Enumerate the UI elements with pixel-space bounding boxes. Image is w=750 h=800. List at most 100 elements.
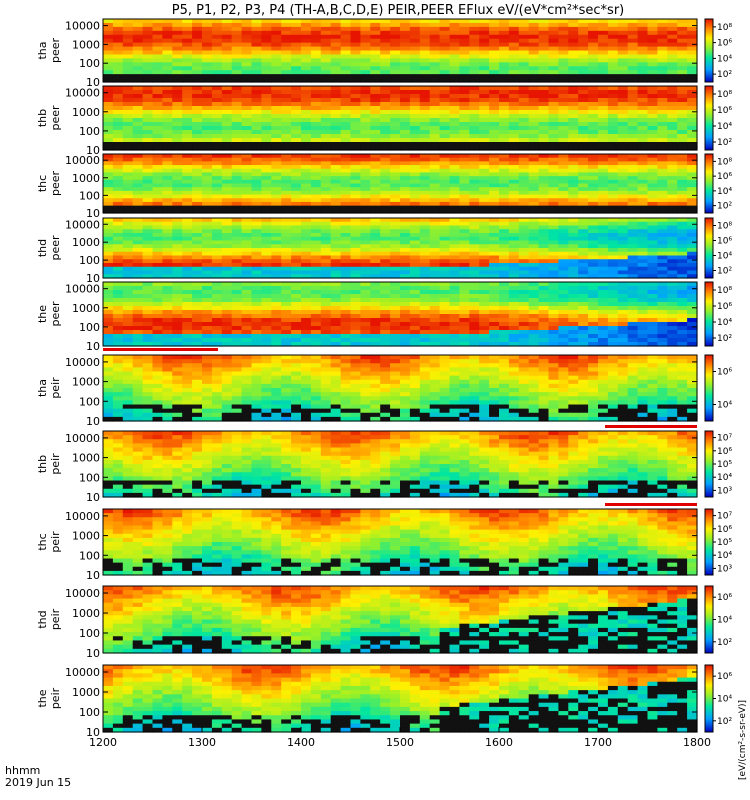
colorbar-tick-label: 10⁷ [717, 512, 732, 522]
panel-thc-peir: 10000 1000 100 10 thcpeir 10⁷ 10⁶ 10⁵ 10⁴ 10³ [36, 508, 732, 582]
date-label: 2019 Jun 15 [5, 776, 71, 789]
y-tick-label: 10000 [65, 432, 100, 445]
panel-frame [102, 85, 698, 151]
panel-frame [102, 354, 698, 422]
y-tick-label: 100 [79, 57, 100, 70]
colorbar-tick-label: 10² [717, 638, 732, 648]
panel-thd-peer: 10000 1000 100 10 thdpeer 10⁸ 10⁶ 10⁴ 10² [36, 217, 732, 285]
colorbar-tick-label: 10⁸ [717, 286, 732, 296]
x-tick-label: 1400 [287, 736, 315, 749]
panel-y-label: thbpeir [36, 453, 62, 475]
y-tick-label: 100 [79, 125, 100, 138]
panel-frame [102, 18, 698, 83]
y-tick-label: 10 [86, 340, 100, 353]
y-tick-label: 10000 [65, 218, 100, 231]
y-tick-label: 10 [86, 647, 100, 660]
colorbar-tick-label: 10⁶ [717, 525, 732, 535]
panel-frame [102, 217, 698, 279]
y-tick-label: 10 [86, 207, 100, 220]
y-tick-label: 100 [79, 321, 100, 334]
y-tick-label: 1000 [72, 607, 100, 620]
time-axis-label: hhmm [5, 764, 40, 777]
y-tick-label: 1000 [72, 530, 100, 543]
colorbar-tick-label: 10⁸ [717, 157, 732, 167]
panel-thb-peer: 10000 1000 100 10 thbpeer 10⁸ 10⁶ 10⁴ 10² [36, 85, 732, 157]
colorbar-tick-label: 10³ [717, 486, 732, 496]
colorbar-tick-label: 10⁶ [717, 302, 732, 312]
panel-frame [102, 585, 698, 654]
colorbar-tick-label: 10⁴ [717, 551, 732, 561]
panel-the-peir: 10000 1000 100 10 thepeir 10⁶ 10⁴ 10² [36, 664, 732, 739]
spectrogram-thb-peer [103, 86, 698, 151]
panel-y-label: thepeir [36, 687, 62, 709]
colorbar-tha-peir: 10⁶ 10⁴ [704, 354, 732, 422]
colorbar-the-peer: 10⁸ 10⁶ 10⁴ 10² [704, 281, 732, 347]
y-tick-label: 10 [86, 76, 100, 89]
y-tick-label: 10000 [65, 666, 100, 679]
y-tick-label: 100 [79, 471, 100, 484]
spectrogram-thb-peir [103, 431, 698, 498]
colorbar-tick-label: 10² [717, 267, 732, 277]
colorbar-thb-peir: 10⁷ 10⁶ 10⁵ 10⁴ 10³ [704, 430, 732, 498]
colorbar-units-label: [eV/(cm²-s-sr-eV)] [738, 700, 748, 780]
colorbar-tick-label: 10² [717, 334, 732, 344]
spectrogram-thc-peer [103, 154, 698, 214]
y-tick-label: 100 [79, 395, 100, 408]
colorbar-tick-label: 10² [717, 138, 732, 148]
colorbar-the-peir: 10⁶ 10⁴ 10² [704, 664, 732, 733]
panel-frame [102, 281, 698, 347]
x-tick-label: 1600 [485, 736, 513, 749]
x-tick-label: 1700 [584, 736, 612, 749]
panel-tha-peir: 10000 1000 100 10 thapeir 10⁶ 10⁴ [36, 354, 732, 428]
colorbar-tick-label: 10⁶ [717, 106, 732, 116]
colorbar-tick-label: 10⁴ [717, 318, 732, 328]
panel-the-peer: 10000 1000 100 10 thepeer 10⁸ 10⁶ 10⁴ 10² [36, 281, 732, 353]
colorbar-tick-label: 10³ [717, 564, 732, 574]
y-tick-label: 100 [79, 549, 100, 562]
colorbar-thc-peir: 10⁷ 10⁶ 10⁵ 10⁴ 10³ [704, 508, 732, 576]
panel-y-label: thepeer [36, 301, 62, 327]
y-tick-label: 10000 [65, 283, 100, 296]
colorbar-tick-label: 10⁶ [717, 447, 732, 457]
colorbar-tick-label: 10⁵ [717, 460, 732, 470]
colorbar-tick-label: 10⁴ [717, 252, 732, 262]
x-tick-label: 1500 [386, 736, 414, 749]
mode-bar [605, 503, 697, 506]
panel-thb-peir: 10000 1000 100 10 thbpeir 10⁷ 10⁶ 10⁵ 10⁴ 10³ [36, 430, 732, 504]
panel-y-label: thcpeer [36, 171, 62, 197]
colorbar-tick-label: 10⁸ [717, 23, 732, 33]
y-tick-label: 10 [86, 415, 100, 428]
x-tick-label: 1300 [188, 736, 216, 749]
time-axis: hhmm 2019 Jun 15 1200 1300 1400 1500 1600 170… [5, 727, 711, 789]
colorbar-tick-label: 10⁴ [717, 695, 732, 705]
y-tick-label: 1000 [72, 376, 100, 389]
colorbar-tha-peer: 10⁸ 10⁶ 10⁴ 10² [704, 18, 732, 83]
figure-title: P5, P1, P2, P3, P4 (TH-A,B,C,D,E) PEIR,P… [172, 3, 625, 18]
colorbar-tick-label: 10⁸ [717, 222, 732, 232]
colorbar-tick-label: 10⁴ [717, 616, 732, 626]
colorbar-tick-label: 10⁴ [717, 122, 732, 132]
spectrogram-thd-peir [103, 586, 698, 654]
colorbar-tick-label: 10⁶ [717, 672, 732, 682]
colorbar-tick-label: 10² [717, 202, 732, 212]
spectrogram-tha-peir [103, 355, 698, 422]
panel-thd-peir: 10000 1000 100 10 thdpeir 10⁶ 10⁴ 10² [36, 585, 732, 660]
y-tick-label: 100 [79, 706, 100, 719]
y-tick-label: 10 [86, 491, 100, 504]
colorbar-tick-label: 10⁶ [717, 368, 732, 378]
y-tick-label: 100 [79, 254, 100, 267]
y-tick-label: 1000 [72, 686, 100, 699]
y-tick-label: 10000 [65, 154, 100, 167]
y-tick-label: 10000 [65, 87, 100, 100]
panel-y-label: thapeer [36, 38, 62, 64]
panel-y-label: thapeir [36, 377, 62, 399]
x-tick-label: 1200 [89, 736, 117, 749]
y-tick-label: 10 [86, 272, 100, 285]
mode-bar [103, 348, 218, 351]
colorbar-thd-peir: 10⁶ 10⁴ 10² [704, 585, 732, 654]
spectrogram-the-peer [103, 282, 698, 347]
colorbar-tick-label: 10² [717, 717, 732, 727]
colorbar-tick-label: 10⁶ [717, 39, 732, 49]
colorbar-tick-label: 10⁸ [717, 90, 732, 100]
